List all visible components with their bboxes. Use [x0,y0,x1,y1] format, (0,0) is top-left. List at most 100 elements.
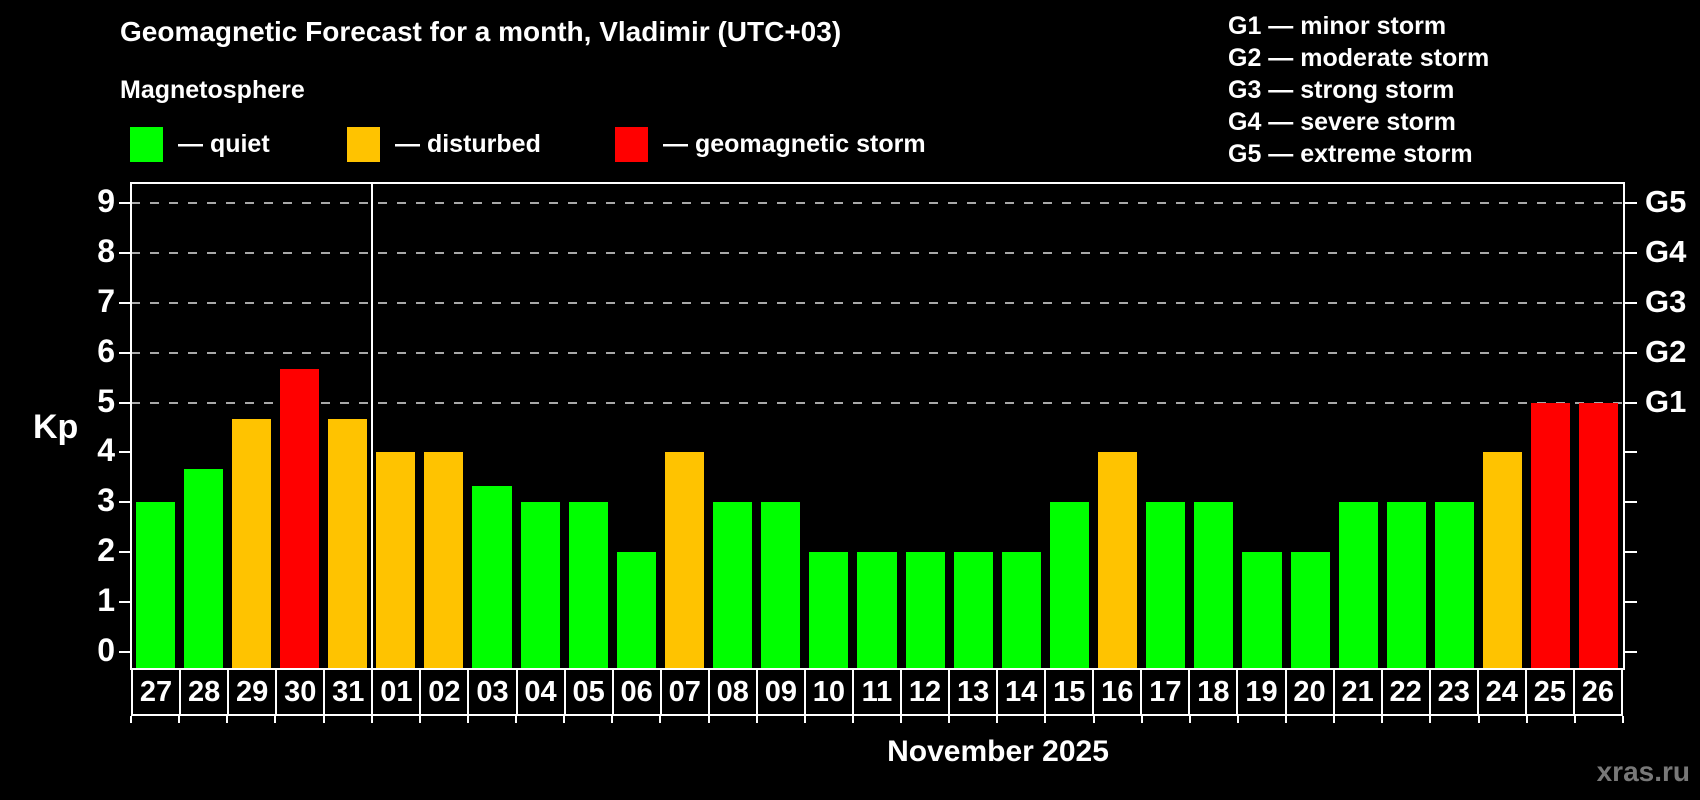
y-axis-tick-right-7 [1625,301,1637,304]
y-axis-tick-right-9 [1625,202,1637,205]
day-label-31: 31 [325,670,374,714]
kp-bar-07 [664,452,705,669]
y-axis-tick-left-6 [119,351,131,354]
kp-bar-06 [616,552,656,669]
x-axis-subtick [1285,716,1288,723]
day-label-19: 19 [1238,670,1287,714]
x-axis-subtick [1188,716,1191,723]
x-axis-subtick [515,716,518,723]
x-axis-subtick [370,716,373,723]
right-axis-label-G5: G5 [1645,184,1687,220]
kp-bar-19 [1242,552,1282,669]
y-axis-tick-right-0 [1625,650,1637,653]
day-label-04: 04 [518,670,566,714]
day-label-17: 17 [1142,670,1191,714]
kp-bar-03 [472,485,512,669]
plot-right-spine [1623,182,1625,670]
y-tick-label-7: 7 [97,282,115,319]
day-label-03: 03 [469,670,518,714]
kp-bar-16 [1098,452,1138,669]
day-label-13: 13 [950,670,999,714]
x-axis-subtick [659,716,662,723]
month-separator-line [371,183,373,715]
kp-bar-01 [376,452,416,669]
day-label-24: 24 [1479,670,1527,714]
y-axis-tick-left-8 [119,252,131,255]
y-axis-tick-right-8 [1625,252,1637,255]
x-axis-subtick [900,716,903,723]
x-axis-subtick [466,716,469,723]
y-tick-label-3: 3 [97,482,115,519]
day-label-26: 26 [1581,675,1615,708]
kp-bar-10 [809,552,849,669]
kp-bar-11 [857,552,897,669]
day-label-25: 25 [1527,670,1575,714]
x-axis-subtick [1333,716,1336,723]
plot-left-spine [130,182,132,670]
watermark: xras.ru [1596,756,1690,787]
day-label-22: 22 [1383,670,1431,714]
kp-bar-08 [713,502,753,669]
kp-bar-02 [424,452,464,669]
storm-scale-g5: G5 — extreme storm [1228,140,1473,168]
x-axis-subtick [948,716,951,723]
x-axis-subtick [130,716,132,723]
x-axis-subtick [563,716,566,723]
x-axis-subtick [1092,716,1095,723]
x-axis-subtick [707,716,710,723]
gridline-G5 [131,202,1623,205]
plot-top-spine [130,182,1625,184]
y-axis-tick-left-4 [119,451,131,454]
y-axis-tick-right-2 [1625,551,1637,554]
y-axis-tick-right-3 [1625,501,1637,504]
kp-bar-17 [1146,502,1186,669]
storm-swatch [615,127,648,162]
kp-bar-28 [183,468,223,669]
kp-bar-22 [1386,502,1426,669]
y-axis-tick-left-3 [119,501,131,504]
kp-bar-04 [520,502,560,669]
day-label-21: 21 [1335,670,1383,714]
storm-scale-g4: G4 — severe storm [1228,108,1456,136]
kp-bar-12 [905,552,945,669]
kp-bar-30 [279,369,319,669]
day-label-07: 07 [662,670,710,714]
y-tick-label-4: 4 [97,432,115,469]
y-tick-label-9: 9 [97,183,115,220]
right-axis-label-G3: G3 [1645,283,1687,319]
day-label-23: 23 [1431,670,1479,714]
y-axis-tick-right-6 [1625,351,1637,354]
x-axis-subtick [1622,716,1624,723]
storm-scale-legend: G1 — minor storm G2 — moderate storm G3 … [1228,10,1489,170]
day-label-14: 14 [998,670,1047,714]
y-tick-label-6: 6 [97,332,115,369]
day-label-02: 02 [421,670,470,714]
kp-bar-31 [328,419,368,669]
kp-bar-20 [1290,552,1330,669]
kp-bar-09 [761,502,801,669]
y-axis-tick-left-1 [119,600,131,603]
day-label-20: 20 [1287,670,1335,714]
y-axis-tick-left-7 [119,301,131,304]
y-axis-title: Kp [33,408,79,446]
y-axis-tick-left-2 [119,551,131,554]
x-axis-subtick [803,716,806,723]
x-axis-subtick [322,716,325,723]
kp-bar-18 [1194,502,1234,669]
y-tick-label-5: 5 [97,382,115,419]
storm-scale-g2: G2 — moderate storm [1228,44,1490,72]
day-label-01: 01 [373,670,422,714]
day-label-16: 16 [1094,670,1143,714]
x-axis-subtick [418,716,421,723]
gridline-G3 [131,301,1623,304]
gridline-G1 [131,401,1623,404]
kp-bar-29 [231,419,271,669]
gridline-G4 [131,252,1623,255]
x-axis-subtick [274,716,277,723]
y-axis-tick-right-5 [1625,401,1637,404]
page-title: Geomagnetic Forecast for a month, Vladim… [120,16,842,47]
legend-item-storm: — geomagnetic storm [615,127,926,162]
x-axis-subtick [178,716,181,723]
kp-bar-14 [1001,552,1041,669]
